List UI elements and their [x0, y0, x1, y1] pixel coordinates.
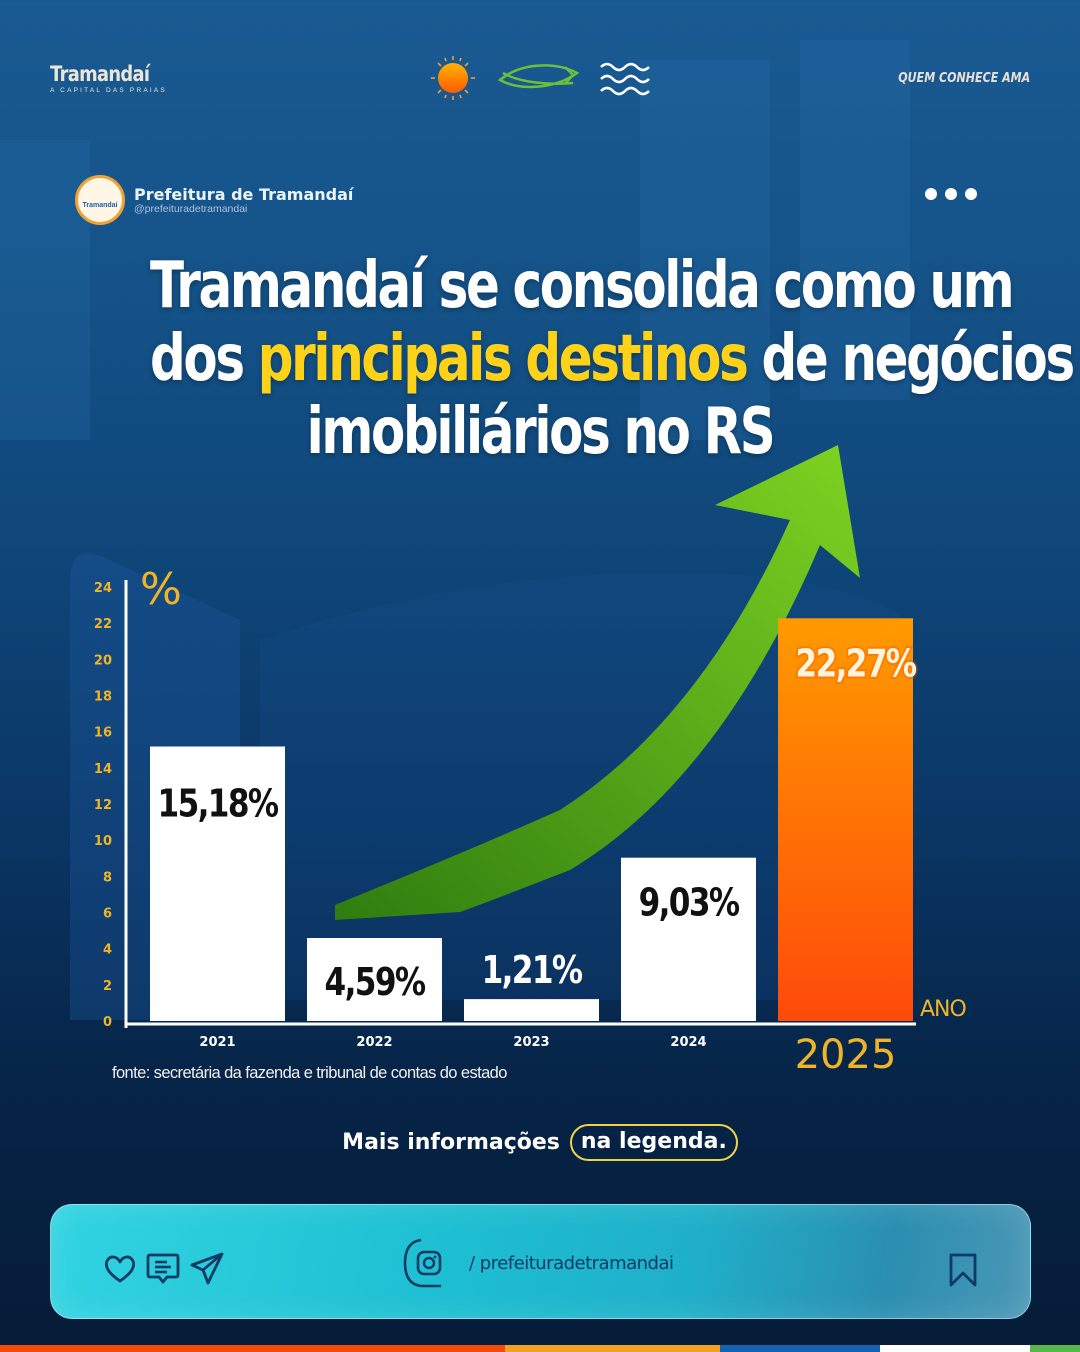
bar-2023	[464, 999, 599, 1021]
x-tick-label: 2023	[513, 1035, 549, 1050]
more-info: Mais informações na legenda.	[0, 1124, 1080, 1161]
instagram-link[interactable]: / prefeituradetramandai	[401, 1238, 674, 1288]
y-axis-label: %	[140, 564, 182, 615]
headline-text: de negócios	[746, 322, 1075, 396]
y-tick-label: 4	[103, 943, 112, 958]
brand-logo: Tramandaí A CAPITAL DAS PRAIAS	[50, 62, 167, 94]
color-stripe-blue	[720, 1345, 880, 1352]
x-tick-label: 2021	[199, 1035, 235, 1050]
value-label: 1,21%	[482, 949, 583, 993]
bar-2022	[307, 937, 442, 1021]
sun-icon	[431, 56, 475, 100]
x-tick-label: 2024	[670, 1035, 706, 1050]
bar-2024	[621, 857, 756, 1021]
headline-text: dos	[150, 322, 258, 396]
x-tick-label: 2022	[356, 1035, 392, 1050]
background-building	[800, 40, 910, 400]
headline-highlight: principais destinos	[257, 322, 749, 396]
more-info-text: Mais informações	[342, 1130, 560, 1155]
color-stripe-orange	[0, 1345, 505, 1352]
y-tick-label: 18	[94, 690, 112, 705]
brand-name: Tramandaí	[50, 62, 150, 86]
more-dots-icon[interactable]	[925, 188, 977, 200]
headline-line-2: dos principais destinos de negócios	[150, 322, 1075, 396]
y-tick-label: 20	[94, 653, 112, 668]
fish-icon	[497, 64, 580, 89]
y-tick-label: 2	[103, 979, 112, 994]
trend-arrow	[335, 445, 860, 920]
y-tick-label: 24	[94, 581, 112, 596]
brand-subtitle: A CAPITAL DAS PRAIAS	[50, 87, 167, 94]
x-tick-label: 2025	[795, 1032, 897, 1078]
value-label: 22,27%	[796, 642, 917, 686]
comment-icon[interactable]	[145, 1251, 181, 1287]
top-icons	[425, 53, 660, 103]
waves-icon	[600, 62, 650, 96]
tagline: QUEM CONHECE AMA	[898, 71, 1030, 86]
avatar[interactable]: Tramandaí	[75, 175, 125, 225]
headline-line-3: imobiliários no RS	[306, 395, 776, 469]
more-info-pill: na legenda.	[569, 1124, 738, 1161]
instagram-bracket-icon	[403, 1238, 442, 1288]
y-tick-label: 14	[94, 762, 112, 777]
profile-handle: @prefeituradetramandai	[134, 203, 248, 215]
y-tick-label: 22	[94, 617, 112, 632]
background-building	[0, 140, 90, 440]
bar-2021	[150, 746, 285, 1021]
source-note: fonte: secretária da fazenda e tribunal …	[112, 1064, 507, 1082]
y-tick-label: 16	[94, 726, 112, 741]
avatar-text: Tramandaí	[82, 201, 118, 209]
background-building	[640, 60, 770, 440]
bookmark-icon[interactable]	[946, 1252, 980, 1288]
instagram-handle[interactable]: / prefeituradetramandai	[469, 1252, 674, 1274]
bar-2025	[778, 618, 913, 1021]
y-tick-label: 10	[94, 834, 112, 849]
profile-header[interactable]: Tramandaí Prefeitura de Tramandaí @prefe…	[75, 175, 353, 225]
headline-line-1: Tramandaí se consolida como um	[150, 249, 1015, 323]
y-tick-label: 0	[103, 1015, 112, 1030]
color-stripe-green	[1030, 1345, 1080, 1352]
send-icon[interactable]	[189, 1251, 225, 1287]
color-stripe-white	[880, 1345, 1030, 1352]
y-tick-label: 6	[103, 907, 112, 922]
profile-name[interactable]: Prefeitura de Tramandaí	[134, 185, 354, 204]
x-axis-label: ANO	[920, 997, 967, 1022]
value-label: 9,03%	[639, 882, 740, 926]
headline: Tramandaí se consolida como um dos princ…	[150, 249, 1075, 469]
y-tick-label: 8	[103, 870, 112, 885]
social-action-bar: / prefeituradetramandai	[50, 1204, 1031, 1319]
value-label: 4,59%	[325, 961, 426, 1005]
y-tick-label: 12	[94, 798, 112, 813]
heart-icon[interactable]	[103, 1254, 137, 1284]
value-label: 15,18%	[158, 783, 279, 827]
color-stripe-yellow	[505, 1345, 720, 1352]
